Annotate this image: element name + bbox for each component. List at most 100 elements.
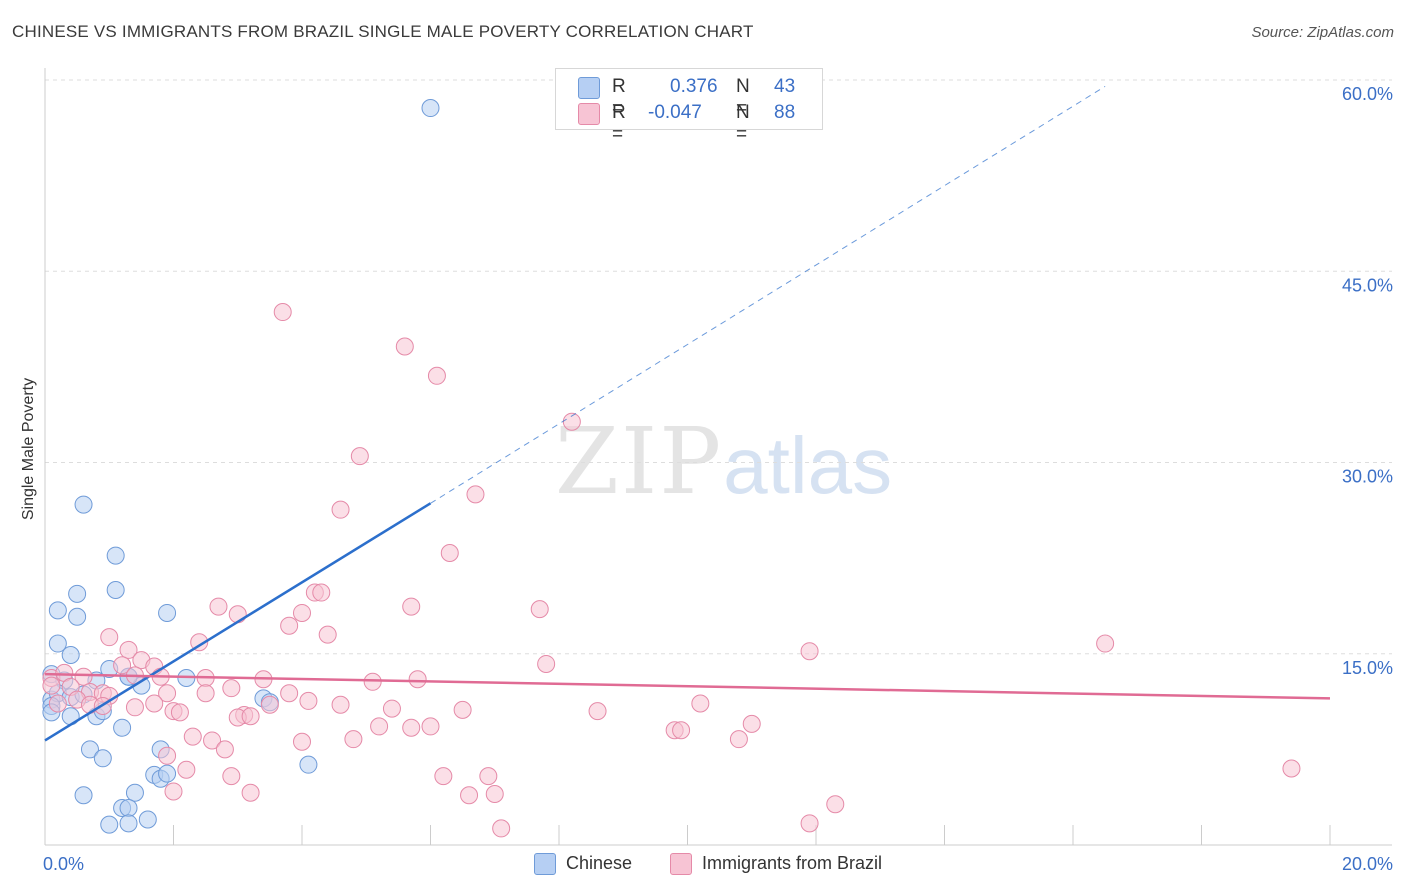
- brazil-point: [742, 714, 761, 733]
- legend-n-value: 43: [774, 76, 796, 97]
- axes: [44, 68, 1392, 846]
- brazil-point: [42, 676, 61, 695]
- brazil-point: [312, 583, 331, 602]
- brazil-point: [145, 694, 164, 713]
- chinese-point: [74, 786, 93, 805]
- brazil-point: [370, 717, 389, 736]
- chinese-point: [421, 99, 440, 118]
- x-tick-label-end: 20.0%: [1342, 854, 1393, 874]
- brazil-point: [440, 544, 459, 563]
- chinese-point: [138, 810, 157, 829]
- brazil-point: [402, 718, 421, 737]
- brazil-point: [344, 730, 363, 749]
- chinese-point: [68, 607, 87, 626]
- brazil-point: [530, 600, 549, 619]
- brazil-point: [241, 783, 260, 802]
- brazil-point: [453, 700, 472, 719]
- x-tick-label-start: 0.0%: [43, 854, 84, 874]
- brazil-point: [113, 656, 132, 675]
- y-axis-title-wrap: Single Male Poverty: [14, 300, 44, 600]
- chinese-point: [48, 601, 67, 620]
- chinese-point: [93, 749, 112, 768]
- chinese-point: [80, 740, 99, 759]
- y-tick-label: 30.0%: [1342, 467, 1393, 487]
- brazil-point: [402, 597, 421, 616]
- chinese-swatch: [578, 77, 600, 99]
- brazil-point: [1282, 759, 1301, 778]
- chinese-legend-label: Chinese: [566, 853, 633, 873]
- legend-n-label: N =: [736, 102, 750, 145]
- correlation-legend: R = 0.376 N = 43 R = -0.047 N = 88: [555, 68, 823, 145]
- brazil-point: [222, 679, 241, 698]
- brazil-point: [158, 684, 177, 703]
- legend-r-label: R =: [612, 102, 626, 145]
- y-tick-label: 60.0%: [1342, 84, 1393, 104]
- brazil-point: [293, 732, 311, 751]
- chinese-trend-extension: [430, 85, 1106, 504]
- watermark-atlas: atlas: [723, 421, 893, 510]
- chinese-point: [106, 581, 125, 599]
- brazil-point: [164, 782, 183, 801]
- brazil-point: [800, 642, 819, 661]
- brazil-point: [331, 500, 350, 519]
- chinese-point: [158, 603, 177, 622]
- brazil-point: [537, 654, 556, 673]
- legend-n-label: N =: [736, 76, 750, 119]
- brazil-point: [280, 616, 299, 635]
- legend-n-value: 88: [774, 102, 796, 123]
- tick-labels: 15.0% 30.0% 45.0% 60.0% 0.0% 20.0%: [43, 84, 1393, 874]
- brazil-swatch: [578, 103, 600, 125]
- brazil-point: [260, 695, 279, 714]
- brazil-point: [100, 628, 119, 647]
- brazil-point: [434, 767, 453, 786]
- brazil-point: [395, 337, 414, 356]
- brazil-point: [460, 786, 479, 805]
- brazil-point: [729, 730, 748, 749]
- brazil-point: [48, 694, 67, 713]
- y-tick-label: 15.0%: [1342, 658, 1393, 678]
- brazil-legend-label: Immigrants from Brazil: [702, 853, 883, 873]
- brazil-point: [170, 703, 189, 722]
- legend-r-label: R =: [612, 76, 626, 119]
- brazil-point: [492, 819, 511, 838]
- chinese-point: [299, 755, 318, 774]
- brazil-point: [408, 670, 427, 689]
- chinese-point: [61, 646, 80, 665]
- brazil-point: [280, 684, 299, 703]
- chinese-point: [106, 546, 125, 565]
- brazil-point: [691, 694, 710, 713]
- brazil-point: [421, 717, 440, 736]
- brazil-legend-swatch: [670, 853, 692, 875]
- series-brazil: [42, 303, 1301, 838]
- grid-lines: [45, 79, 1392, 655]
- brazil-point: [485, 785, 504, 803]
- brazil-point: [215, 740, 234, 759]
- chinese-legend-swatch: [534, 853, 556, 875]
- source-label: Source: ZipAtlas.com: [1251, 24, 1394, 41]
- legend-r-value: -0.047: [648, 102, 702, 123]
- watermark-zip: ZIP: [555, 408, 724, 515]
- chinese-point: [100, 815, 119, 834]
- brazil-point: [177, 760, 196, 779]
- brazil-point: [183, 727, 202, 746]
- chinese-point: [158, 764, 177, 783]
- brazil-point: [427, 366, 446, 385]
- brazil-point: [203, 731, 222, 750]
- brazil-point: [363, 672, 382, 691]
- brazil-trend-line: [44, 672, 1331, 700]
- y-tick-label: 45.0%: [1342, 275, 1393, 295]
- brazil-point: [1096, 634, 1115, 653]
- chinese-point: [119, 799, 138, 818]
- brazil-point: [293, 603, 311, 622]
- trend-lines: [44, 85, 1331, 742]
- brazil-point: [382, 699, 401, 718]
- chinese-point: [74, 495, 93, 514]
- brazil-point: [826, 795, 845, 814]
- brazil-point: [331, 695, 350, 714]
- chart-title: CHINESE VS IMMIGRANTS FROM BRAZIL SINGLE…: [12, 22, 754, 41]
- brazil-point: [466, 485, 485, 504]
- brazil-point: [241, 707, 260, 726]
- brazil-point: [588, 702, 607, 721]
- brazil-point: [800, 814, 819, 833]
- y-axis-title: Single Male Poverty: [20, 377, 37, 521]
